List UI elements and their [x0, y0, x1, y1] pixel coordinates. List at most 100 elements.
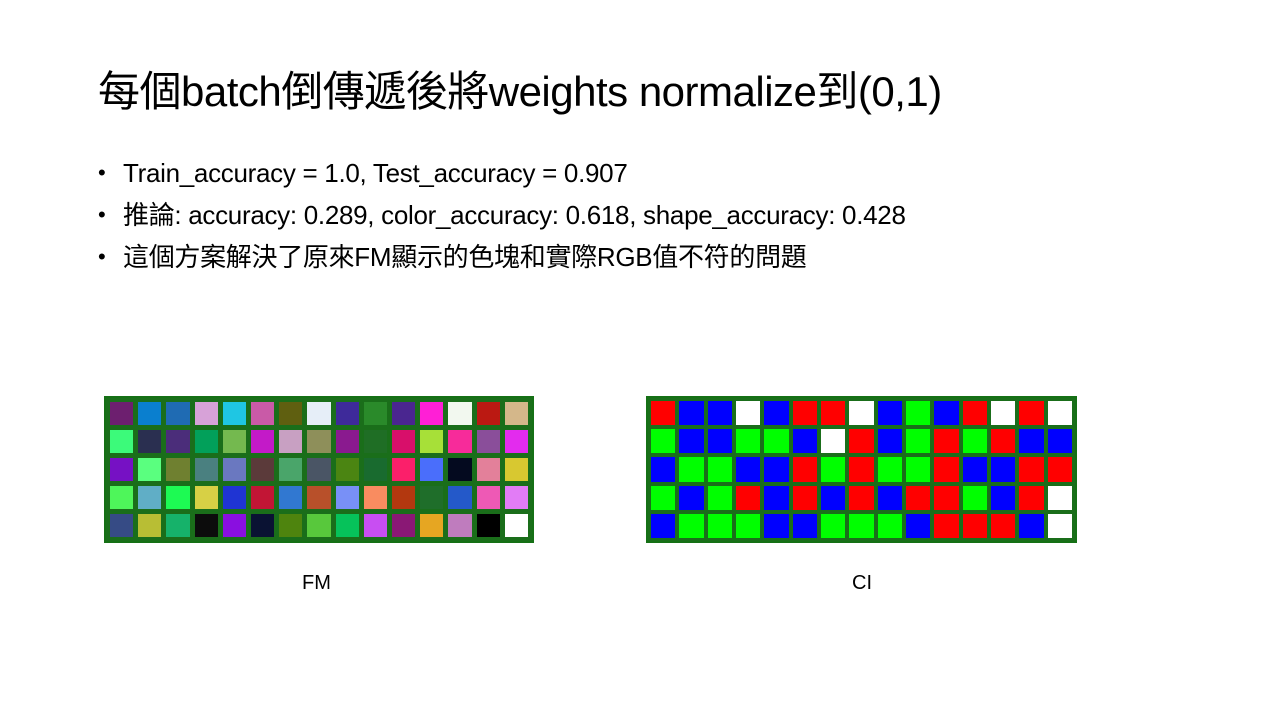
ci-swatch [651, 513, 676, 538]
ci-swatch [962, 485, 987, 510]
fm-swatch [251, 430, 275, 453]
fm-swatch [194, 486, 218, 509]
ci-swatch [736, 429, 761, 454]
ci-swatch [679, 429, 704, 454]
ci-swatch [991, 513, 1016, 538]
ci-swatch [707, 485, 732, 510]
fm-swatch [363, 402, 387, 425]
fm-swatch [279, 486, 303, 509]
ci-swatch [821, 457, 846, 482]
fm-swatch [420, 402, 444, 425]
ci-swatch [934, 429, 959, 454]
ci-swatch [1047, 485, 1072, 510]
fm-swatch [504, 458, 528, 481]
fm-swatch [251, 514, 275, 537]
fm-swatch [476, 514, 500, 537]
fm-swatch [392, 430, 416, 453]
ci-swatch [707, 401, 732, 426]
ci-swatch [991, 457, 1016, 482]
fm-swatch [194, 430, 218, 453]
fm-swatch [448, 514, 472, 537]
ci-swatch [877, 457, 902, 482]
ci-swatch [849, 485, 874, 510]
fm-swatch [194, 514, 218, 537]
ci-swatch [679, 513, 704, 538]
fm-swatch [335, 458, 359, 481]
ci-swatch [736, 485, 761, 510]
fm-swatch [335, 430, 359, 453]
ci-swatch [962, 429, 987, 454]
fm-swatch [392, 514, 416, 537]
ci-swatch [877, 513, 902, 538]
fm-swatch [504, 514, 528, 537]
ci-swatch [1047, 457, 1072, 482]
fm-swatch [138, 402, 162, 425]
fm-swatch [110, 458, 134, 481]
ci-swatch [934, 513, 959, 538]
fm-swatch [420, 458, 444, 481]
fm-swatch [279, 458, 303, 481]
slide-title: 每個batch倒傳遞後將weights normalize到(0,1) [98, 68, 942, 115]
ci-swatch [991, 485, 1016, 510]
fm-swatch [504, 430, 528, 453]
fm-swatch [420, 514, 444, 537]
ci-swatch [651, 401, 676, 426]
ci-swatch [764, 485, 789, 510]
fm-swatch [476, 486, 500, 509]
fm-swatch [307, 402, 331, 425]
fm-swatch [222, 486, 246, 509]
ci-swatch [962, 401, 987, 426]
fm-swatch [279, 430, 303, 453]
fm-swatch [448, 486, 472, 509]
fm-swatch [251, 486, 275, 509]
ci-swatch [906, 457, 931, 482]
ci-swatch [1047, 401, 1072, 426]
fm-swatch [110, 514, 134, 537]
ci-swatch [1019, 457, 1044, 482]
ci-swatch [792, 457, 817, 482]
fm-swatch [194, 458, 218, 481]
fm-swatch [166, 486, 190, 509]
fm-swatch [307, 514, 331, 537]
ci-swatch [1019, 485, 1044, 510]
fm-swatch [222, 458, 246, 481]
ci-swatch [651, 457, 676, 482]
fm-swatch [138, 486, 162, 509]
ci-swatch [1019, 429, 1044, 454]
fm-feature-map-grid [104, 396, 534, 543]
ci-caption: CI [852, 572, 872, 594]
ci-swatch [792, 429, 817, 454]
ci-swatch [1047, 429, 1072, 454]
fm-swatch [335, 486, 359, 509]
fm-swatch [251, 402, 275, 425]
fm-swatch [166, 430, 190, 453]
fm-swatch [138, 458, 162, 481]
fm-swatch [448, 402, 472, 425]
ci-swatch [962, 513, 987, 538]
ci-swatch [651, 429, 676, 454]
ci-swatch [736, 457, 761, 482]
fm-swatch [166, 402, 190, 425]
bullet-inference-accuracy: 推論: accuracy: 0.289, color_accuracy: 0.6… [98, 194, 906, 236]
ci-swatch [792, 513, 817, 538]
fm-swatch [110, 430, 134, 453]
ci-swatch [1047, 513, 1072, 538]
bullet-fm-fix-note: 這個方案解決了原來FM顯示的色塊和實際RGB值不符的問題 [98, 236, 906, 278]
ci-swatch [651, 485, 676, 510]
fm-swatch [279, 514, 303, 537]
fm-swatch [392, 402, 416, 425]
ci-swatch [877, 429, 902, 454]
fm-swatch [307, 430, 331, 453]
ci-swatch [934, 485, 959, 510]
fm-swatch [420, 486, 444, 509]
fm-swatch [194, 402, 218, 425]
fm-swatch [420, 430, 444, 453]
ci-swatch [707, 457, 732, 482]
ci-swatch [792, 485, 817, 510]
ci-swatch [792, 401, 817, 426]
fm-swatch [110, 486, 134, 509]
fm-swatch [363, 486, 387, 509]
ci-swatch [991, 401, 1016, 426]
fm-swatch [166, 458, 190, 481]
ci-swatch [764, 457, 789, 482]
